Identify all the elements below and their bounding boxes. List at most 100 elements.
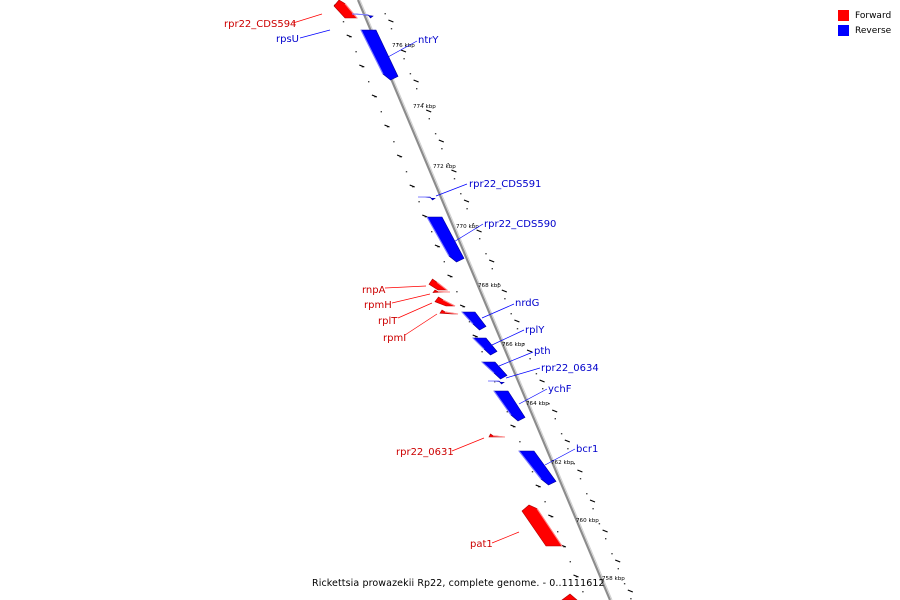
leader-line [518, 388, 548, 405]
leader-line [387, 40, 418, 58]
gene-label-pth: pth [534, 346, 551, 357]
minor-tick-left [535, 484, 541, 488]
gene-label-rpmh: rpmH [364, 300, 392, 311]
tick-label: 776 kbp [392, 43, 415, 49]
leader-line [404, 313, 438, 336]
tick-marks: 776 kbp 774 kbp 772 kbp 770 kbp 768 kbp 766 k… [333, 4, 634, 593]
guide-dot [342, 21, 345, 23]
guide-dot [519, 441, 521, 443]
leader-line [451, 437, 485, 452]
tick-label: 762 kbp [551, 460, 574, 466]
minor-tick-right [614, 559, 621, 563]
gene-label-rpsu: rpsU [276, 34, 299, 45]
minor-tick-right [514, 319, 520, 323]
leader-line [505, 367, 541, 379]
leader-line [451, 223, 484, 244]
tick-label: 758 kbp [602, 576, 625, 582]
leader-line [435, 183, 468, 197]
guide-dot [535, 373, 538, 375]
minor-tick-right [463, 199, 470, 203]
tick-label: 774 kbp [413, 104, 436, 110]
guide-dot [582, 591, 584, 593]
guide-dot [460, 193, 462, 195]
minor-tick-right [488, 259, 495, 263]
legend: Forward Reverse [838, 8, 891, 38]
leader-line [391, 293, 431, 304]
guide-dot [494, 381, 496, 383]
guide-dot [416, 88, 418, 90]
guide-dot [623, 583, 626, 585]
feature-highlight [493, 390, 512, 416]
guide-dot [529, 358, 531, 360]
minor-tick-left [396, 154, 403, 158]
gene-label-rnpa: rnpA [362, 285, 386, 296]
gene-feature-ntry[interactable] [360, 29, 399, 81]
guide-dot [560, 433, 563, 435]
gene-feature-nrdg[interactable] [461, 311, 487, 331]
guide-dot [384, 13, 386, 15]
gene-feature-ychf[interactable] [493, 390, 526, 422]
gene-feature-pat1[interactable] [521, 504, 563, 547]
minor-tick-right [526, 349, 533, 353]
offscreen-feature-edge [561, 593, 578, 600]
minor-tick-right [451, 169, 457, 173]
minor-tick-right [501, 289, 508, 293]
guide-dot [422, 103, 424, 105]
gene-label-rpmi: rpmI [383, 333, 406, 344]
gene-feature-rply[interactable] [472, 337, 498, 356]
leader-line [384, 285, 427, 289]
gene-feature-rpr22-cds594[interactable] [333, 0, 358, 19]
guide-dot [434, 133, 437, 135]
guide-dot [418, 201, 420, 203]
gene-features [333, 0, 578, 600]
feature-highlight [351, 13, 369, 16]
minor-tick-left [472, 334, 478, 338]
feature-highlight [536, 508, 563, 547]
minor-tick-left [447, 274, 453, 278]
minor-tick-right [425, 109, 432, 113]
guide-dot [542, 388, 544, 390]
minor-tick-left [422, 214, 428, 218]
gene-label-rplt: rplT [378, 316, 398, 327]
feature-highlight [492, 435, 506, 438]
gene-label-rpr22-cds591: rpr22_CDS591 [469, 179, 541, 190]
leader-line [299, 29, 331, 39]
guide-dot [569, 561, 571, 563]
guide-dot [355, 51, 357, 53]
gene-label-rpr22-0631: rpr22_0631 [396, 447, 454, 458]
gene-label-ntry: ntrY [418, 35, 439, 46]
guide-dot [409, 73, 412, 75]
guide-dot [567, 448, 569, 450]
minor-tick-left [548, 514, 554, 518]
guide-dot [479, 238, 481, 240]
legend-reverse-label: Reverse [855, 25, 892, 36]
minor-tick-left [459, 304, 466, 308]
minor-tick-left [384, 124, 390, 128]
leader-line [481, 303, 515, 319]
minor-tick-right [539, 379, 545, 383]
guide-dot [544, 501, 546, 503]
minor-tick-right [602, 529, 608, 533]
minor-tick-right [413, 79, 419, 83]
minor-tick-left [371, 94, 378, 98]
minor-tick-right [589, 499, 596, 503]
guide-dot [586, 493, 588, 495]
minor-tick-left [409, 184, 415, 188]
guide-dot [548, 403, 550, 405]
guide-dot [611, 553, 613, 555]
feature-highlight [518, 450, 542, 480]
tick-label: 760 kbp [576, 518, 599, 524]
guide-dot [497, 283, 500, 285]
genome-backbone-shadow [359, 0, 613, 600]
guide-dot [397, 43, 399, 45]
feature-highlight [360, 29, 384, 75]
label-leader-lines [292, 13, 576, 544]
minor-tick-right [564, 439, 571, 443]
guide-dot [510, 313, 512, 315]
gene-labels: rpr22_CDS594 rpsU ntrY rpr22_CDS591 rpr22_CD… [224, 19, 599, 550]
gene-label-rpr22-cds590: rpr22_CDS590 [484, 219, 556, 230]
feature-highlight [472, 337, 485, 350]
guide-dot [468, 321, 471, 323]
minor-tick-right [476, 229, 482, 233]
